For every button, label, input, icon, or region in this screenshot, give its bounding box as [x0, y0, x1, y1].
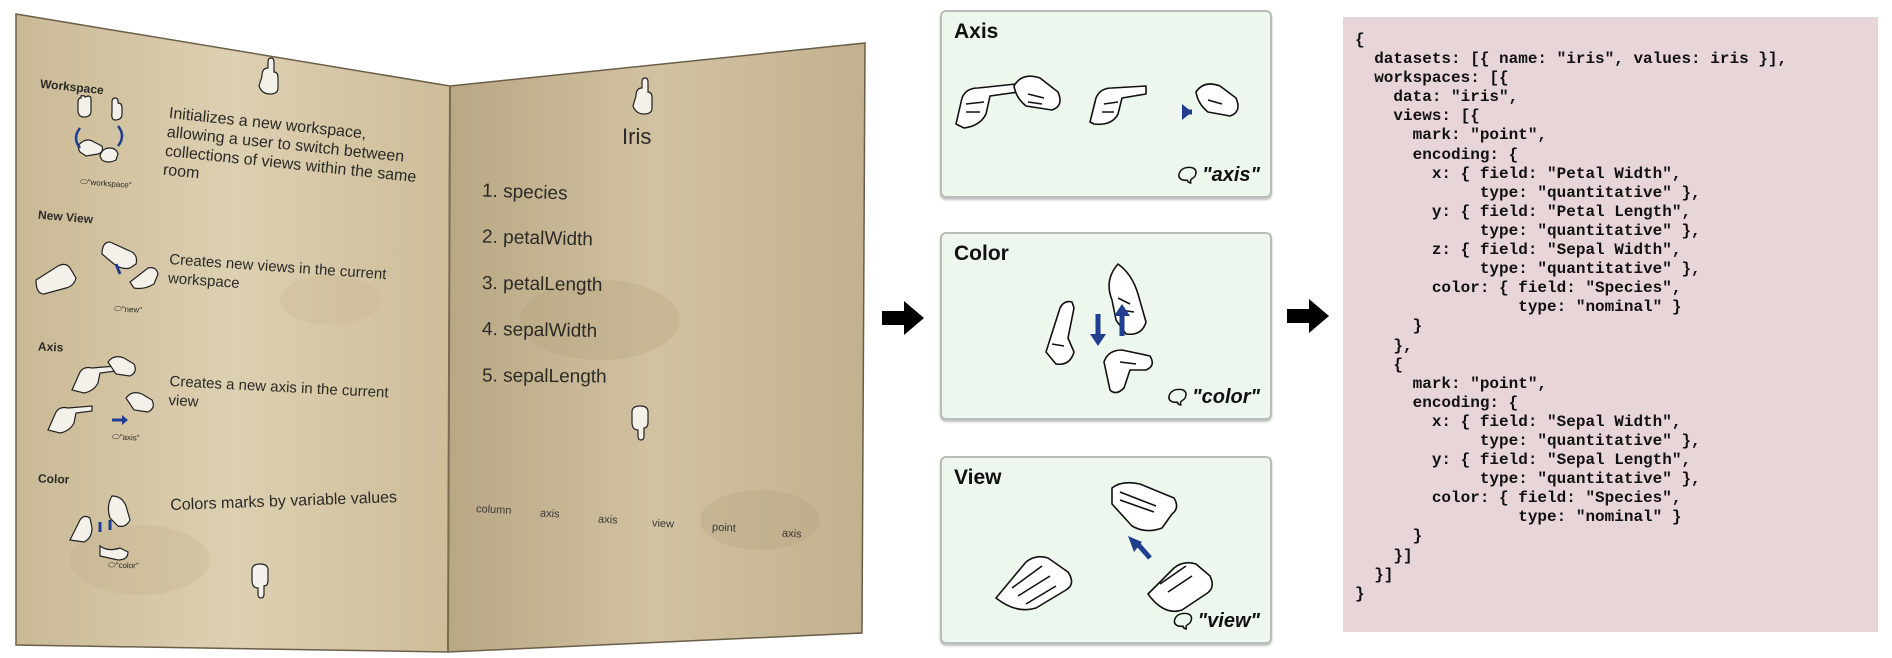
pointing-hand-icon [632, 77, 653, 115]
code-line: type: "quantitative" }, [1355, 470, 1701, 489]
right-arrow-icon [1287, 299, 1329, 333]
code-line: encoding: { [1355, 145, 1519, 164]
code-line: { [1355, 355, 1404, 374]
color-gesture-illustration [69, 495, 131, 561]
speech-bubble-icon: 🗨 [1168, 611, 1194, 633]
card-title: View [954, 466, 1002, 489]
pointing-hand-icon [251, 563, 269, 599]
code-line: views: [{ [1355, 107, 1480, 126]
pointing-hand-icon [258, 57, 279, 95]
speech-command: 🗨 "color" [1163, 385, 1260, 410]
code-line: type: "quantitative" }, [1355, 260, 1701, 279]
speech-bubble-icon: 🗨 [1162, 387, 1189, 409]
speech-command: 🗨 "view" [1168, 609, 1260, 634]
code-line: y: { field: "Sepal Length", [1355, 451, 1692, 470]
specification-code: { datasets: [{ name: "iris", values: iri… [1355, 31, 1787, 604]
instruction-book: Workspace Initializes a new workspace, a… [0, 0, 880, 658]
code-line: mark: "point", [1355, 374, 1548, 393]
dataset-title: Iris [622, 124, 652, 149]
card-title: Axis [954, 20, 999, 43]
gesture-word: point [711, 521, 737, 535]
attribute-list-item: 5. sepalLength [481, 365, 607, 388]
gesture-word: view [651, 517, 675, 531]
code-line: }] [1355, 565, 1394, 584]
code-line: z: { field: "Sepal Width", [1355, 241, 1682, 260]
view-gesture-illustration [995, 481, 1214, 613]
speech-text: "color" [1192, 386, 1260, 408]
code-line: } [1355, 317, 1423, 336]
code-line: { [1355, 31, 1365, 49]
view-gesture-card: View 🗨 "view" [940, 456, 1272, 644]
workspace-gesture-illustration [74, 95, 124, 163]
code-line: x: { field: "Sepal Width", [1355, 412, 1682, 431]
gesture-word: axis [539, 507, 560, 521]
code-line: type: "nominal" } [1355, 298, 1682, 317]
color-gesture-illustration [1045, 263, 1154, 394]
code-line: color: { field: "Species", [1355, 279, 1682, 298]
right-arrow-icon [882, 301, 924, 335]
axis-gesture-illustration [47, 356, 154, 434]
code-line: mark: "point", [1355, 126, 1548, 145]
code-line: y: { field: "Petal Length", [1355, 202, 1692, 221]
attribute-list-item: 1. species [481, 180, 568, 205]
axis-caption: "axis" [112, 432, 140, 444]
code-line: } [1355, 527, 1423, 546]
code-line: x: { field: "Petal Width", [1355, 164, 1682, 183]
gesture-word: column [475, 503, 512, 517]
code-line: }, [1355, 336, 1413, 355]
code-line: datasets: [{ name: "iris", values: iris … [1355, 50, 1788, 69]
code-line: data: "iris", [1355, 88, 1519, 107]
code-line: workspaces: [{ [1355, 69, 1509, 88]
color-section-title: Color [37, 471, 70, 487]
code-line: color: { field: "Species", [1355, 489, 1682, 508]
axis-section-title: Axis [37, 339, 64, 355]
gesture-word: axis [597, 513, 618, 527]
new-view-caption: "new" [114, 303, 143, 315]
new-view-gesture-illustration [35, 241, 159, 295]
axis-gesture-illustration [955, 75, 1239, 129]
attribute-list-item: 2. petalWidth [481, 226, 594, 251]
specification-code-panel: { datasets: [{ name: "iris", values: iri… [1343, 17, 1878, 632]
color-gesture-card: Color 🗨 "color" [940, 232, 1272, 420]
speech-text: "axis" [1202, 164, 1260, 186]
speech-command: 🗨 "axis" [1173, 163, 1260, 188]
attribute-list-item: 4. sepalWidth [481, 318, 598, 343]
code-line: type: "quantitative" }, [1355, 431, 1701, 450]
speech-text: "view" [1197, 610, 1260, 632]
pointing-hand-icon [631, 405, 649, 441]
axis-gesture-card: Axis 🗨 "axis" [940, 10, 1272, 198]
gesture-word: axis [781, 527, 802, 541]
code-line: } [1355, 584, 1365, 603]
attribute-list-item: 3. petalLength [481, 272, 603, 297]
code-line: type: "nominal" } [1355, 508, 1682, 527]
book-pages [15, 13, 866, 653]
code-line: encoding: { [1355, 393, 1519, 412]
code-line: type: "quantitative" }, [1355, 221, 1701, 240]
color-caption: "color" [108, 560, 139, 572]
card-title: Color [954, 242, 1009, 265]
code-line: type: "quantitative" }, [1355, 183, 1701, 202]
code-line: }] [1355, 546, 1413, 565]
speech-bubble-icon: 🗨 [1172, 165, 1199, 187]
